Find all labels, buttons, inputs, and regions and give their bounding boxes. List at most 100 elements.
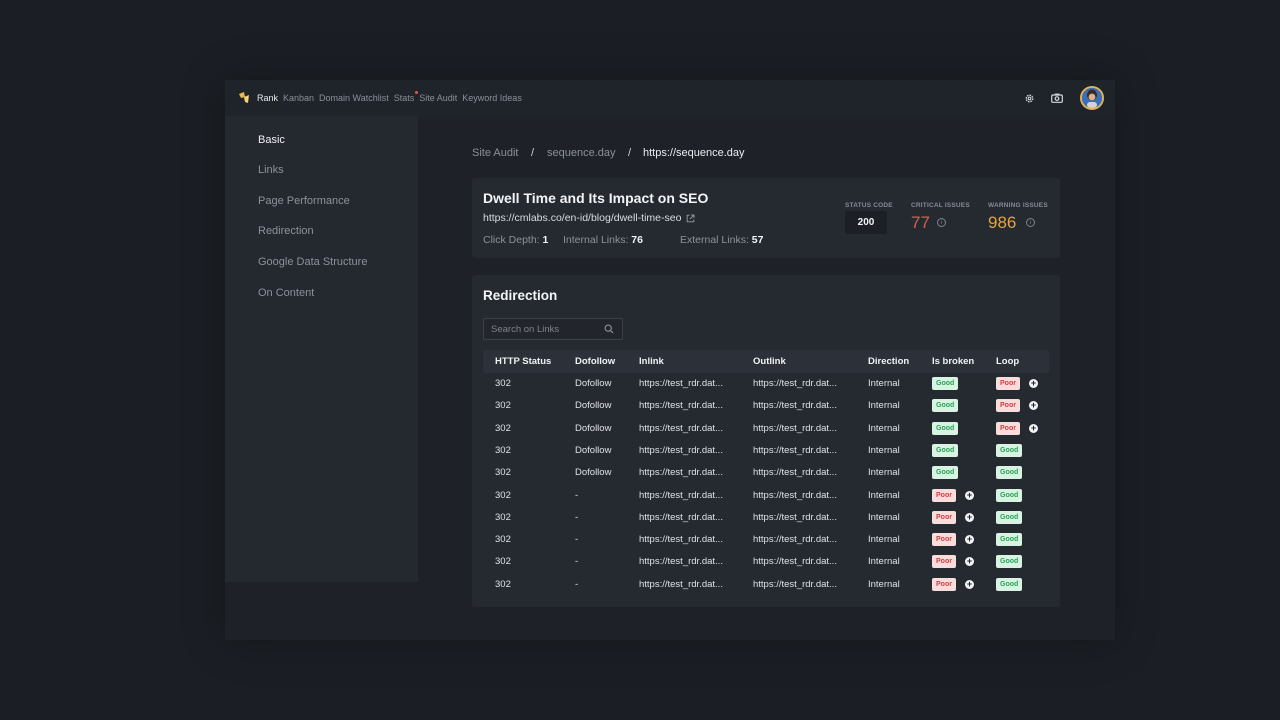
- search-input[interactable]: [491, 319, 601, 339]
- add-icon[interactable]: +: [965, 534, 974, 545]
- cell-outlink[interactable]: https://test_rdr.dat...: [753, 400, 837, 412]
- status-code-label: STATUS CODE: [845, 202, 893, 209]
- cell-direction: Internal: [868, 489, 900, 501]
- column-header-direction[interactable]: Direction: [868, 356, 910, 367]
- is-broken-badge: Poor: [932, 577, 956, 591]
- add-icon[interactable]: +: [1029, 422, 1038, 433]
- add-icon[interactable]: +: [1029, 378, 1038, 388]
- breadcrumb-domain[interactable]: sequence.day: [547, 147, 616, 159]
- cell-inlink[interactable]: https://test_rdr.dat...: [639, 444, 723, 456]
- table-row: 302 Dofollow https://test_rdr.dat... https:…: [483, 462, 1049, 484]
- table-row: 302 Dofollow https://test_rdr.dat... https:…: [483, 418, 1049, 440]
- cell-http-status: 302: [495, 556, 511, 568]
- cell-dofollow: Dofollow: [575, 444, 612, 456]
- click-depth-label: Click Depth:: [483, 234, 540, 246]
- loop-badge: Good: [996, 488, 1023, 502]
- cell-http-status: 302: [495, 534, 511, 546]
- add-icon[interactable]: +: [965, 489, 974, 500]
- cell-inlink[interactable]: https://test_rdr.dat...: [639, 556, 723, 568]
- info-icon[interactable]: i: [1026, 218, 1035, 227]
- cell-outlink[interactable]: https://test_rdr.dat...: [753, 378, 837, 389]
- external-links-label: External Links:: [680, 234, 749, 246]
- cell-inlink[interactable]: https://test_rdr.dat...: [639, 511, 723, 523]
- sidebar-item-redirection[interactable]: Redirection: [258, 225, 314, 237]
- cell-outlink[interactable]: https://test_rdr.dat...: [753, 511, 837, 523]
- search-icon[interactable]: [604, 324, 614, 334]
- cell-inlink[interactable]: https://test_rdr.dat...: [639, 578, 723, 590]
- column-header-outlink[interactable]: Outlink: [753, 356, 786, 367]
- add-icon[interactable]: +: [965, 511, 974, 522]
- nav-item-keyword-ideas[interactable]: Keyword Ideas: [462, 93, 522, 103]
- external-links-value: 57: [751, 234, 764, 246]
- cell-outlink[interactable]: https://test_rdr.dat...: [753, 534, 837, 546]
- nav-item-stats-label: Stats: [393, 93, 415, 103]
- column-header-is-broken[interactable]: Is broken: [932, 356, 975, 367]
- add-icon[interactable]: +: [1029, 400, 1038, 411]
- page-summary-card: Dwell Time and Its Impact on SEO https:/…: [472, 178, 1060, 258]
- nav-item-rank[interactable]: Rank: [257, 93, 279, 103]
- is-broken-badge: Good: [932, 466, 959, 480]
- table-row: 302 - https://test_rdr.dat... https://test_…: [483, 485, 1049, 507]
- cell-outlink[interactable]: https://test_rdr.dat...: [753, 556, 837, 568]
- is-broken-badge: Good: [932, 377, 959, 390]
- internal-links-label: Internal Links:: [563, 234, 629, 246]
- sidebar-item-links[interactable]: Links: [258, 164, 284, 176]
- cell-inlink[interactable]: https://test_rdr.dat...: [639, 422, 723, 434]
- internal-links: Internal Links: 76: [563, 234, 643, 246]
- cell-direction: Internal: [868, 467, 900, 479]
- cell-outlink[interactable]: https://test_rdr.dat...: [753, 578, 837, 590]
- cell-http-status: 302: [495, 444, 511, 456]
- column-header-inlink[interactable]: Inlink: [639, 356, 664, 367]
- cell-http-status: 302: [495, 467, 511, 479]
- cell-http-status: 302: [495, 511, 511, 523]
- page-title: Dwell Time and Its Impact on SEO: [483, 190, 709, 206]
- cell-inlink[interactable]: https://test_rdr.dat...: [639, 400, 723, 412]
- is-broken-badge: Good: [932, 443, 959, 457]
- cell-inlink[interactable]: https://test_rdr.dat...: [639, 534, 723, 546]
- column-header-http-status[interactable]: HTTP Status: [495, 356, 552, 367]
- page-url-link[interactable]: https://cmlabs.co/en-id/blog/dwell-time-…: [483, 212, 695, 224]
- add-icon[interactable]: +: [965, 578, 974, 589]
- cell-http-status: 302: [495, 578, 511, 590]
- avatar[interactable]: [1080, 86, 1104, 110]
- nav-item-stats[interactable]: Stats: [393, 91, 419, 103]
- logo-icon[interactable]: [238, 91, 251, 104]
- is-broken-badge: Good: [932, 399, 959, 413]
- table-row: 302 - https://test_rdr.dat... https://test_…: [483, 507, 1049, 529]
- sidebar-item-google-data-structure[interactable]: Google Data Structure: [258, 256, 368, 268]
- sidebar-item-page-performance[interactable]: Page Performance: [258, 195, 350, 207]
- cell-inlink[interactable]: https://test_rdr.dat...: [639, 489, 723, 501]
- info-icon[interactable]: i: [937, 218, 946, 227]
- column-header-loop[interactable]: Loop: [996, 356, 1020, 367]
- column-header-dofollow[interactable]: Dofollow: [575, 356, 616, 367]
- sidebar-item-basic[interactable]: Basic: [258, 134, 285, 146]
- cell-inlink[interactable]: https://test_rdr.dat...: [639, 378, 723, 389]
- loop-badge: Poor: [996, 421, 1020, 435]
- gear-icon[interactable]: [1022, 91, 1036, 105]
- sidebar-item-on-content[interactable]: On Content: [258, 287, 315, 299]
- cell-outlink[interactable]: https://test_rdr.dat...: [753, 489, 837, 501]
- cell-direction: Internal: [868, 378, 900, 389]
- nav-item-site-audit[interactable]: Site Audit: [419, 93, 458, 103]
- add-icon[interactable]: +: [965, 556, 974, 567]
- loop-badge: Good: [996, 533, 1023, 547]
- breadcrumb-site-audit[interactable]: Site Audit: [472, 147, 519, 159]
- page-url-text: https://cmlabs.co/en-id/blog/dwell-time-…: [483, 212, 682, 224]
- loop-badge: Poor: [996, 377, 1020, 390]
- cell-outlink[interactable]: https://test_rdr.dat...: [753, 444, 837, 456]
- is-broken-badge: Poor: [932, 488, 956, 502]
- cell-outlink[interactable]: https://test_rdr.dat...: [753, 422, 837, 434]
- external-link-icon[interactable]: [686, 214, 695, 223]
- nav-item-domain-watchlist[interactable]: Domain Watchlist: [319, 93, 389, 103]
- nav-item-kanban[interactable]: Kanban: [283, 93, 315, 103]
- loop-badge: Good: [996, 443, 1023, 457]
- breadcrumb-current: https://sequence.day: [643, 147, 745, 159]
- cell-direction: Internal: [868, 556, 900, 568]
- camera-icon[interactable]: [1050, 91, 1064, 105]
- cell-dofollow: -: [575, 511, 579, 523]
- cell-outlink[interactable]: https://test_rdr.dat...: [753, 467, 837, 479]
- loop-badge: Good: [996, 555, 1023, 569]
- cell-inlink[interactable]: https://test_rdr.dat...: [639, 467, 723, 479]
- loop-badge: Poor: [996, 399, 1020, 413]
- cell-http-status: 302: [495, 400, 511, 412]
